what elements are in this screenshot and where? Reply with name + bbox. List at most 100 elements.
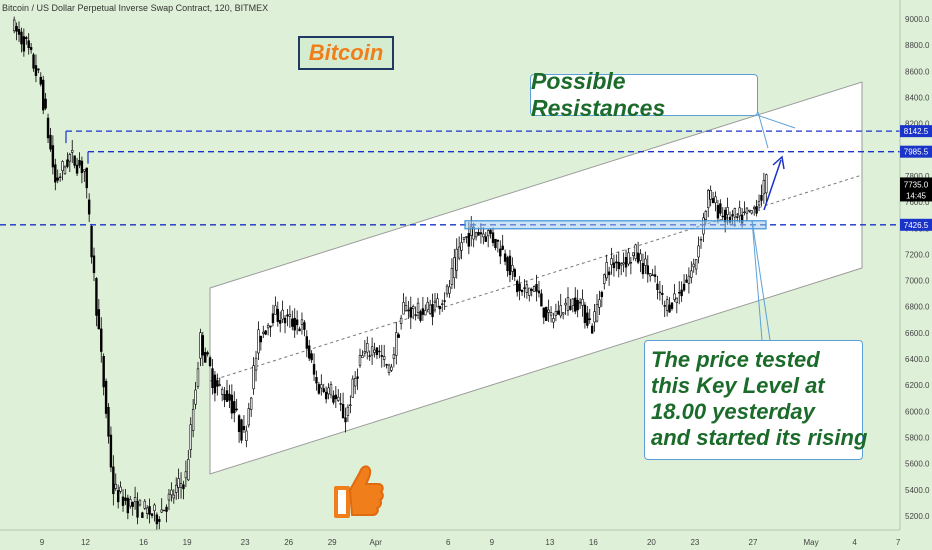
candle — [155, 512, 159, 532]
candle — [402, 293, 405, 315]
candle — [107, 403, 110, 444]
channel-band — [209, 81, 863, 475]
candle — [745, 207, 749, 222]
candle — [73, 155, 76, 169]
candle — [668, 297, 671, 313]
candle — [141, 511, 144, 518]
candle — [322, 383, 325, 394]
candle — [204, 347, 207, 363]
candle — [489, 228, 492, 239]
x-tick-label: May — [803, 538, 818, 547]
candle — [114, 473, 117, 491]
candle — [690, 261, 693, 284]
candle — [506, 255, 509, 277]
candle — [271, 304, 275, 327]
candle — [54, 158, 57, 191]
candle — [102, 353, 105, 396]
candle — [58, 173, 62, 182]
candle — [167, 488, 171, 511]
y-tick-label: 8800.0 — [905, 41, 930, 50]
candle — [586, 306, 589, 329]
candle — [317, 382, 321, 395]
candle — [508, 249, 512, 283]
candle — [153, 503, 156, 522]
candle — [673, 284, 676, 302]
candle — [158, 516, 161, 530]
candle — [545, 306, 548, 322]
candle — [375, 347, 379, 360]
y-tick-label: 7600.0 — [905, 198, 930, 207]
callout-line — [751, 219, 763, 341]
candle — [581, 289, 584, 317]
candle — [172, 489, 175, 504]
candle — [145, 505, 149, 520]
x-tick-label: 29 — [328, 538, 337, 547]
candle — [225, 379, 229, 403]
candle — [269, 325, 272, 337]
candle — [549, 306, 553, 323]
candle — [83, 169, 86, 182]
candle — [588, 308, 591, 324]
candle — [119, 481, 122, 494]
candle — [457, 236, 461, 261]
current-price-tag: 7735.0 14:45 — [900, 177, 932, 202]
candle — [537, 280, 541, 298]
candle — [37, 68, 40, 74]
candle — [233, 391, 236, 423]
level-price-tag: 7426.5 — [900, 218, 932, 231]
x-tick-label: 9 — [40, 538, 45, 547]
candle — [100, 317, 103, 363]
candle — [15, 22, 18, 41]
y-tick-label: 5400.0 — [905, 486, 930, 495]
candle — [334, 386, 338, 409]
candle — [29, 43, 33, 54]
candle — [353, 371, 357, 395]
candle — [126, 494, 130, 520]
candle — [223, 387, 226, 408]
candle — [557, 300, 560, 315]
candle — [416, 297, 420, 320]
y-tick-label: 5200.0 — [905, 512, 930, 521]
candle — [750, 210, 753, 215]
x-tick-label: 27 — [749, 538, 758, 547]
y-axis-bg — [900, 0, 932, 550]
candle — [561, 312, 565, 320]
x-tick-label: 26 — [284, 538, 293, 547]
candle — [523, 279, 526, 298]
candle — [39, 72, 42, 87]
candle — [525, 280, 529, 299]
candle — [92, 247, 96, 282]
candle — [578, 298, 582, 309]
candle — [262, 325, 265, 339]
candle — [636, 241, 640, 265]
candle — [308, 339, 311, 362]
candle — [148, 498, 151, 524]
candle — [143, 498, 146, 510]
candle — [341, 392, 345, 419]
candle — [552, 312, 555, 329]
candle — [634, 243, 637, 262]
candle — [242, 415, 246, 434]
x-axis: 9 12 16 19 23 26 29 Apr 6 9 13 16 20 23 27 May 4 7 — [0, 529, 932, 550]
candle — [617, 251, 620, 278]
candle — [566, 287, 570, 316]
candle — [532, 285, 536, 292]
candle — [542, 307, 546, 325]
candle — [293, 308, 296, 338]
candle — [71, 139, 74, 163]
candle — [160, 498, 163, 514]
candle — [499, 240, 502, 265]
candle — [25, 36, 28, 45]
candle — [709, 185, 712, 207]
candle — [632, 252, 635, 261]
countdown-label: 14:45 — [906, 191, 927, 200]
resistance-note: Possible Resistances — [530, 68, 758, 121]
candle — [571, 298, 575, 313]
y-tick-label: 6400.0 — [905, 355, 930, 364]
x-tick-label: 16 — [139, 538, 148, 547]
candle — [680, 281, 683, 302]
candle — [651, 269, 654, 276]
y-tick-label: 6600.0 — [905, 329, 930, 338]
candle — [692, 258, 695, 273]
candle — [220, 386, 224, 402]
